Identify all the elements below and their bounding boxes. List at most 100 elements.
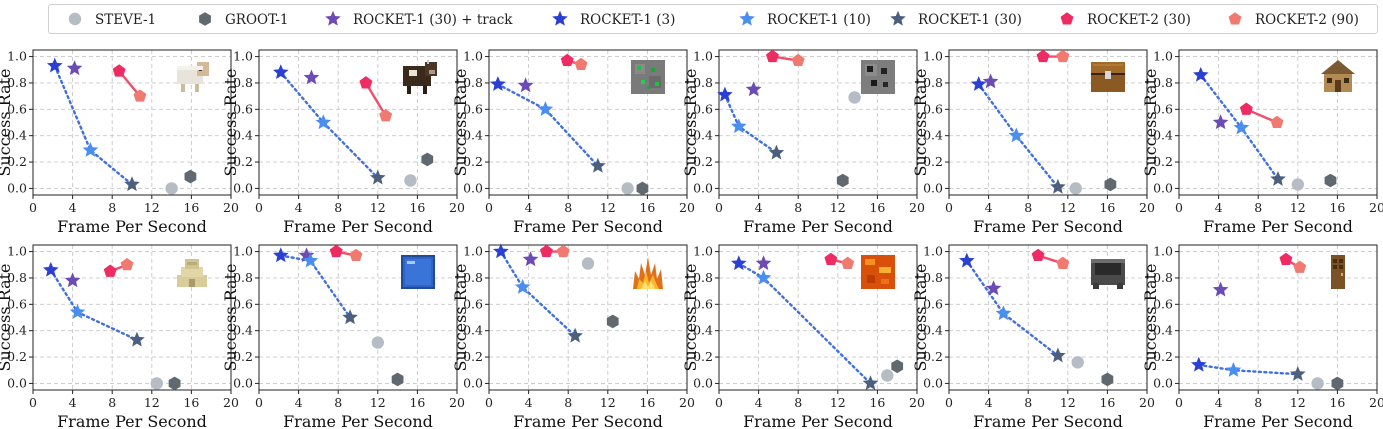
point-rocket2-90 [1270,115,1284,128]
x-tick-label: 0 [485,395,493,410]
panel-glass-block: 0 4 8 12 16 20 0.0 0.2 0.4 0.6 0.8 1.0 Frame Per Sec… [221,244,465,429]
point-rocket30 [1270,170,1286,186]
x-tick-label: 4 [525,395,533,410]
y-tick-label: 0.8 [463,270,483,285]
y-axis-label: Success Rate [911,263,930,371]
point-groot [1104,177,1117,192]
village-house-icon [1321,60,1355,92]
axes-frame [718,244,918,391]
y-tick-label: 0.0 [923,375,943,390]
point-rocket3 [1192,66,1209,82]
legend-marker-rocket3 [552,10,568,26]
point-rocket-track [982,73,999,89]
point-rocket10 [302,252,319,268]
point-groot [1101,372,1114,387]
legend-label: ROCKET-1 (3) [580,12,675,28]
legend-item-groot: GROOT-1 [199,12,289,28]
x-tick-label: 16 [183,395,199,410]
point-rocket10 [82,141,99,157]
x-tick-label: 12 [370,200,386,215]
point-steve [1069,182,1082,195]
x-axis-label: Frame Per Second [513,412,663,429]
y-tick-label: 0.0 [693,375,713,390]
point-groot [184,169,197,184]
x-tick-label: 8 [794,200,802,215]
y-tick-label: 0.0 [693,180,713,195]
y-axis-label: Success Rate [451,263,470,371]
x-tick-label: 4 [985,395,993,410]
y-tick-label: 0.4 [1153,128,1173,143]
x-tick-label: 4 [69,200,77,215]
y-tick-label: 0.2 [463,349,483,364]
rocket1-series-line [279,254,352,319]
point-rocket-track [985,280,1002,296]
x-tick-label: 4 [755,395,763,410]
point-groot [421,152,434,167]
x-tick-label: 20 [909,395,925,410]
legend-item-rocket30: ROCKET-1 (30) [890,10,1022,28]
legend-marker-rocket2_30 [1060,12,1074,25]
legend-item-steve: STEVE-1 [68,12,156,28]
point-rocket2-90 [1056,256,1070,269]
x-tick-label: 4 [295,200,303,215]
x-tick-label: 16 [1329,200,1345,215]
point-rocket10 [69,304,86,319]
x-tick-label: 4 [755,200,763,215]
x-tick-label: 20 [1369,200,1383,215]
axes-frame [718,49,918,196]
y-tick-label: 1.0 [1153,49,1173,64]
y-tick-label: 0.0 [463,375,483,390]
y-tick-label: 0.6 [233,296,253,311]
y-axis-label: Success Rate [681,263,700,371]
y-tick-label: 0.6 [463,101,483,116]
point-rocket2-90 [349,248,363,262]
point-steve [371,336,384,349]
x-tick-label: 0 [715,200,723,215]
x-tick-label: 12 [830,200,846,215]
y-tick-label: 1.0 [233,244,253,259]
panel-wooden-door: 0 4 8 12 16 20 0.0 0.2 0.4 0.6 0.8 1.0 Frame Per Sec… [1141,244,1383,429]
x-tick-label: 16 [409,200,425,215]
y-tick-label: 0.4 [1153,323,1173,338]
x-tick-label: 0 [255,200,263,215]
point-groot [836,173,849,188]
y-axis-label: Success Rate [221,263,240,371]
point-rocket10 [755,269,772,285]
panel-cow: 0 4 8 12 16 20 0.0 0.2 0.4 0.6 0.8 1.0 Frame Per Sec… [221,49,465,236]
x-axis-label: Frame Per Second [1203,217,1353,236]
x-axis-label: Frame Per Second [743,412,893,429]
rocket1-series-line [499,250,577,338]
panel-fire: 0 4 8 12 16 20 0.0 0.2 0.4 0.6 0.8 1.0 Frame Per Sec… [451,243,695,429]
point-rocket10 [537,101,554,116]
point-rocket2-30 [112,64,126,77]
point-rocket-track [303,69,320,85]
lava-block-icon [861,255,895,289]
x-tick-label: 20 [449,200,465,215]
x-tick-label: 20 [679,200,695,215]
y-axis-label: Success Rate [221,68,240,176]
legend-marker-rocket10 [739,10,755,26]
x-tick-label: 0 [485,200,493,215]
y-axis-label: Success Rate [1141,68,1160,176]
y-tick-label: 0.0 [1153,375,1173,390]
point-rocket10 [1008,127,1025,143]
axes-frame [32,244,232,391]
legend-label: ROCKET-1 (30) [918,12,1022,28]
y-tick-label: 0.8 [233,270,253,285]
y-tick-label: 0.6 [693,296,713,311]
y-tick-label: 0.0 [233,375,253,390]
y-tick-label: 0.6 [463,296,483,311]
x-tick-label: 4 [1215,395,1223,410]
point-rocket-track [522,251,539,267]
legend [48,4,1378,34]
y-tick-label: 0.2 [463,154,483,169]
x-tick-label: 8 [334,200,342,215]
y-tick-label: 0.4 [693,323,713,338]
point-rocket-track [517,77,534,93]
y-tick-label: 0.0 [7,180,27,195]
point-rocket30 [1050,347,1066,363]
x-tick-label: 20 [1369,395,1383,410]
point-rocket3 [46,57,63,73]
y-tick-label: 0.8 [7,75,27,90]
